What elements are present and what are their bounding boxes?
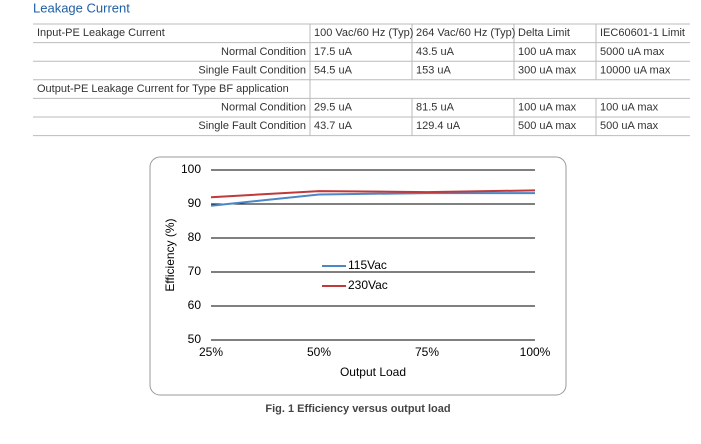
- row-label: Input-PE Leakage Current: [37, 27, 165, 39]
- cell: 129.4 uA: [416, 120, 461, 132]
- series-line: [210, 192, 535, 207]
- x-tick-label: 75%: [415, 345, 439, 359]
- legend-label: 230Vac: [348, 278, 388, 292]
- cell: 100 uA max: [600, 102, 659, 114]
- row-label: Output-PE Leakage Current for Type BF ap…: [37, 83, 289, 95]
- figure-caption: Fig. 1 Efficiency versus output load: [265, 403, 450, 415]
- cell: 500 uA max: [600, 120, 659, 132]
- row-label: Single Fault Condition: [198, 120, 306, 132]
- x-axis-label: Output Load: [340, 365, 406, 379]
- cell: 500 uA max: [518, 120, 577, 132]
- cell: 153 uA: [416, 64, 452, 76]
- cell: 43.7 uA: [314, 120, 353, 132]
- cell: 100 uA max: [518, 102, 577, 114]
- x-tick-label: 25%: [199, 345, 223, 359]
- series-line: [210, 189, 536, 199]
- row-label: Single Fault Condition: [198, 64, 306, 76]
- cell: 5000 uA max: [600, 46, 665, 58]
- y-tick-label: 80: [188, 230, 202, 244]
- section-title: Leakage Current: [33, 0, 130, 15]
- legend-label: 115Vac: [348, 258, 387, 272]
- row-label: Normal Condition: [221, 102, 306, 114]
- y-axis-label: Efficiency (%): [163, 218, 177, 291]
- y-tick-label: 50: [188, 332, 202, 346]
- cell: 264 Vac/60 Hz (Typ): [416, 27, 515, 39]
- cell: 43.5 uA: [416, 46, 455, 58]
- row-label: Normal Condition: [221, 46, 306, 58]
- cell: 29.5 uA: [314, 102, 353, 114]
- cell: 300 uA max: [518, 64, 577, 76]
- x-tick-label: 50%: [307, 345, 331, 359]
- cell: 100 Vac/60 Hz (Typ): [314, 27, 413, 39]
- y-tick-label: 90: [188, 196, 202, 210]
- chart-frame: [149, 156, 567, 396]
- cell: 54.5 uA: [314, 64, 353, 76]
- cell: IEC60601-1 Limit: [600, 27, 685, 39]
- y-tick-label: 60: [188, 298, 202, 312]
- x-tick-label: 100%: [520, 345, 551, 359]
- cell: 100 uA max: [518, 46, 577, 58]
- cell: 17.5 uA: [314, 46, 353, 58]
- y-tick-label: 100: [181, 162, 201, 176]
- y-tick-label: 70: [188, 264, 202, 278]
- cell: 10000 uA max: [600, 64, 671, 76]
- cell: 81.5 uA: [416, 102, 455, 114]
- cell: Delta Limit: [518, 27, 570, 39]
